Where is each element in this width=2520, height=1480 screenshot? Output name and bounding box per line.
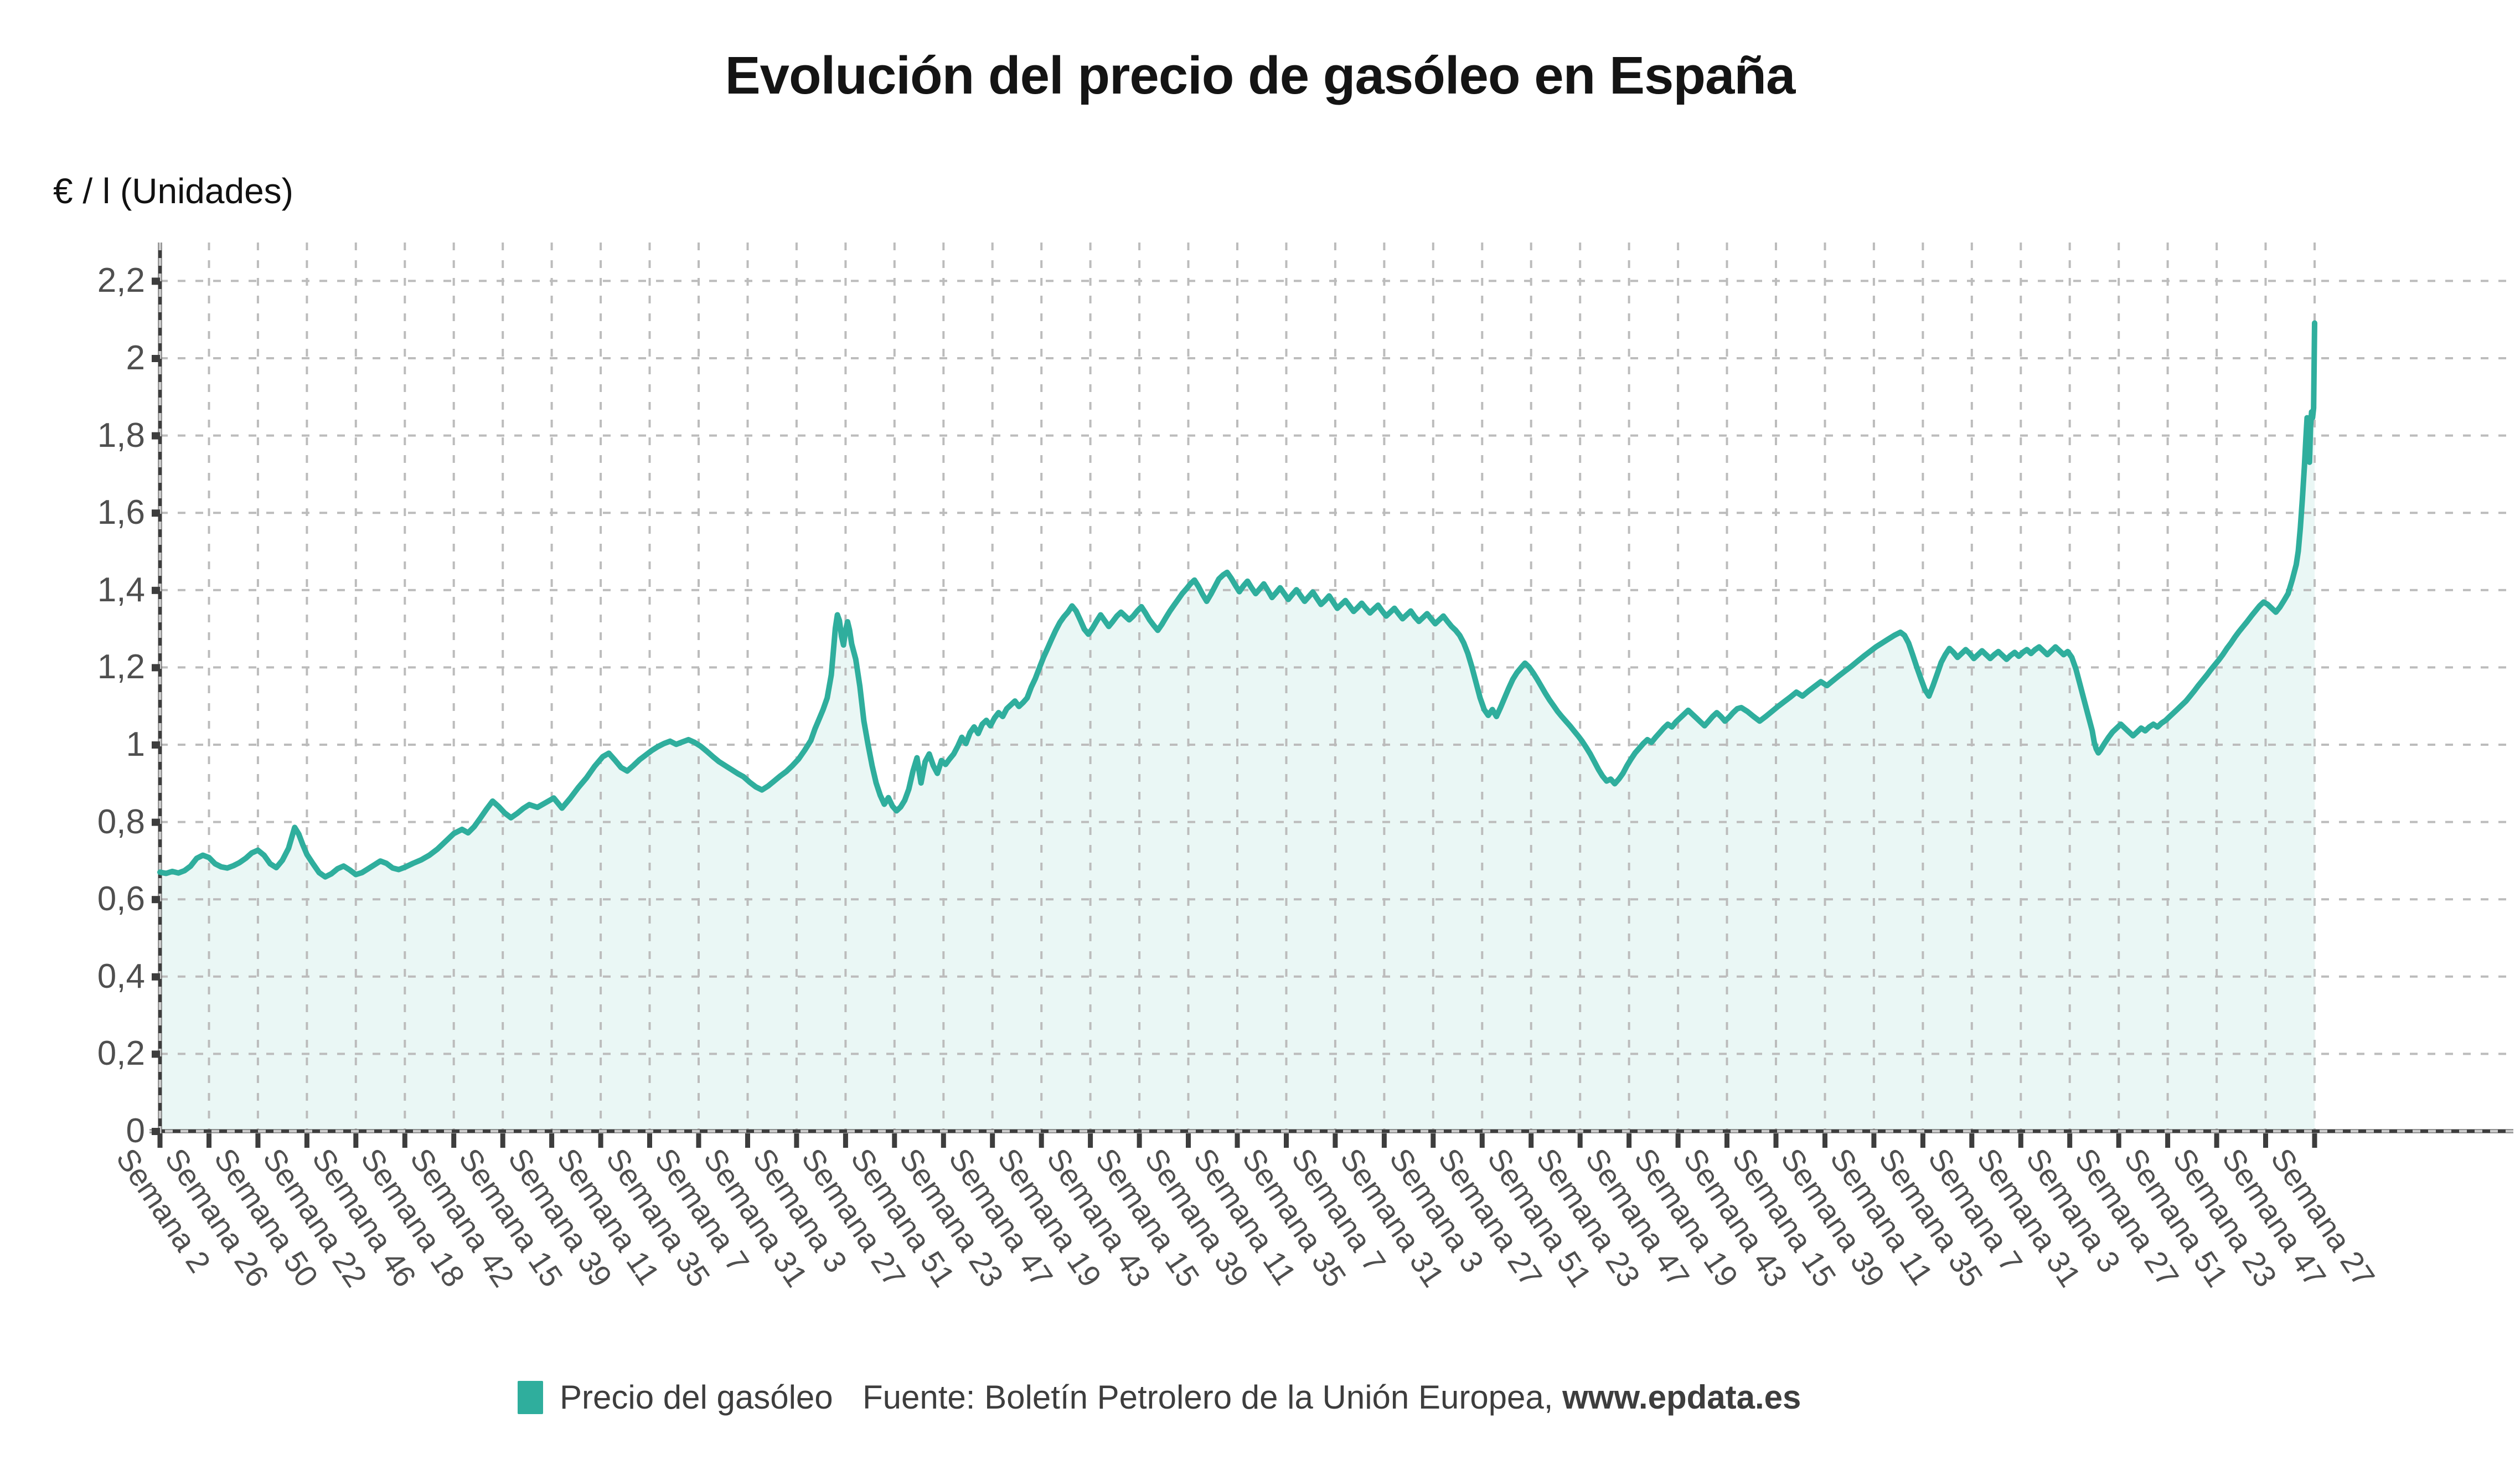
x-tick — [1724, 1133, 1729, 1148]
x-tick — [1675, 1133, 1681, 1148]
x-tick — [1626, 1133, 1632, 1148]
legend-item: Precio del gasóleo — [518, 1380, 833, 1415]
y-tick-label: 0,2 — [97, 1034, 145, 1073]
x-tick — [304, 1133, 309, 1148]
x-tick — [1528, 1133, 1534, 1148]
y-tick — [152, 664, 160, 672]
x-tick — [2263, 1133, 2268, 1148]
x-tick — [1920, 1133, 1925, 1148]
y-tick-label: 1,2 — [97, 648, 145, 687]
x-tick — [1088, 1133, 1093, 1148]
x-tick — [1137, 1133, 1142, 1148]
x-tick — [892, 1133, 897, 1148]
x-tick — [843, 1133, 848, 1148]
y-tick — [152, 1050, 160, 1058]
y-tick-label: 0,8 — [97, 802, 145, 841]
chart-title: Evolución del precio de gasóleo en Españ… — [725, 46, 1796, 105]
y-tick-label: 2 — [126, 339, 145, 377]
x-tick — [1431, 1133, 1436, 1148]
x-tick — [2018, 1133, 2023, 1148]
source-text: Fuente: Boletín Petrolero de la Unión Eu… — [863, 1380, 1801, 1415]
x-tick — [549, 1133, 555, 1148]
x-tick — [353, 1133, 359, 1148]
x-tick — [206, 1133, 211, 1148]
x-tick — [2312, 1133, 2317, 1148]
y-tick — [152, 973, 160, 981]
y-tick — [152, 355, 160, 362]
x-tick — [451, 1133, 457, 1148]
x-tick — [1381, 1133, 1387, 1148]
x-tick — [1871, 1133, 1877, 1148]
y-tick — [152, 818, 160, 826]
y-tick-label: 1 — [126, 725, 145, 764]
x-tick — [1186, 1133, 1191, 1148]
x-tick — [1969, 1133, 1975, 1148]
y-tick-label: 0,4 — [97, 957, 145, 996]
y-axis-unit-label: € / l (Unidades) — [53, 171, 293, 211]
x-tick — [2165, 1133, 2171, 1148]
x-tick — [1577, 1133, 1583, 1148]
y-tick-label: 0,6 — [97, 880, 145, 919]
x-tick — [1773, 1133, 1779, 1148]
x-tick — [745, 1133, 750, 1148]
x-tick — [2067, 1133, 2073, 1148]
x-tick — [990, 1133, 995, 1148]
x-tick — [1333, 1133, 1338, 1148]
x-tick — [500, 1133, 505, 1148]
y-tick-label: 1,8 — [97, 416, 145, 455]
x-tick — [598, 1133, 603, 1148]
x-tick — [1235, 1133, 1240, 1148]
x-tick — [2214, 1133, 2219, 1148]
x-tick — [1822, 1133, 1827, 1148]
x-tick — [1039, 1133, 1044, 1148]
y-tick — [152, 586, 160, 594]
y-tick-label: 0 — [126, 1112, 145, 1150]
source-prefix: Fuente: Boletín Petrolero de la Unión Eu… — [863, 1379, 1563, 1416]
y-tick-label: 2,2 — [97, 261, 145, 300]
y-tick — [152, 277, 160, 285]
x-tick — [1479, 1133, 1485, 1148]
y-tick-label: 1,6 — [97, 493, 145, 532]
y-tick — [152, 741, 160, 749]
legend-row: Precio del gasóleo Fuente: Boletín Petro… — [0, 1380, 2520, 1424]
x-tick — [157, 1133, 163, 1148]
y-tick — [152, 509, 160, 517]
x-tick — [941, 1133, 946, 1148]
x-tick — [794, 1133, 799, 1148]
y-tick — [152, 896, 160, 904]
x-tick — [696, 1133, 701, 1148]
x-tick — [2116, 1133, 2121, 1148]
y-tick — [152, 432, 160, 440]
x-tick — [1284, 1133, 1289, 1148]
y-tick — [152, 1128, 160, 1135]
legend-marker-swatch — [518, 1381, 543, 1414]
y-tick-label: 1,4 — [97, 570, 145, 609]
source-link[interactable]: www.epdata.es — [1562, 1379, 1801, 1416]
legend-label: Precio del gasóleo — [560, 1379, 833, 1416]
series-line[interactable] — [157, 320, 2317, 880]
x-tick — [647, 1133, 652, 1148]
x-tick — [255, 1133, 261, 1148]
x-tick — [402, 1133, 407, 1148]
